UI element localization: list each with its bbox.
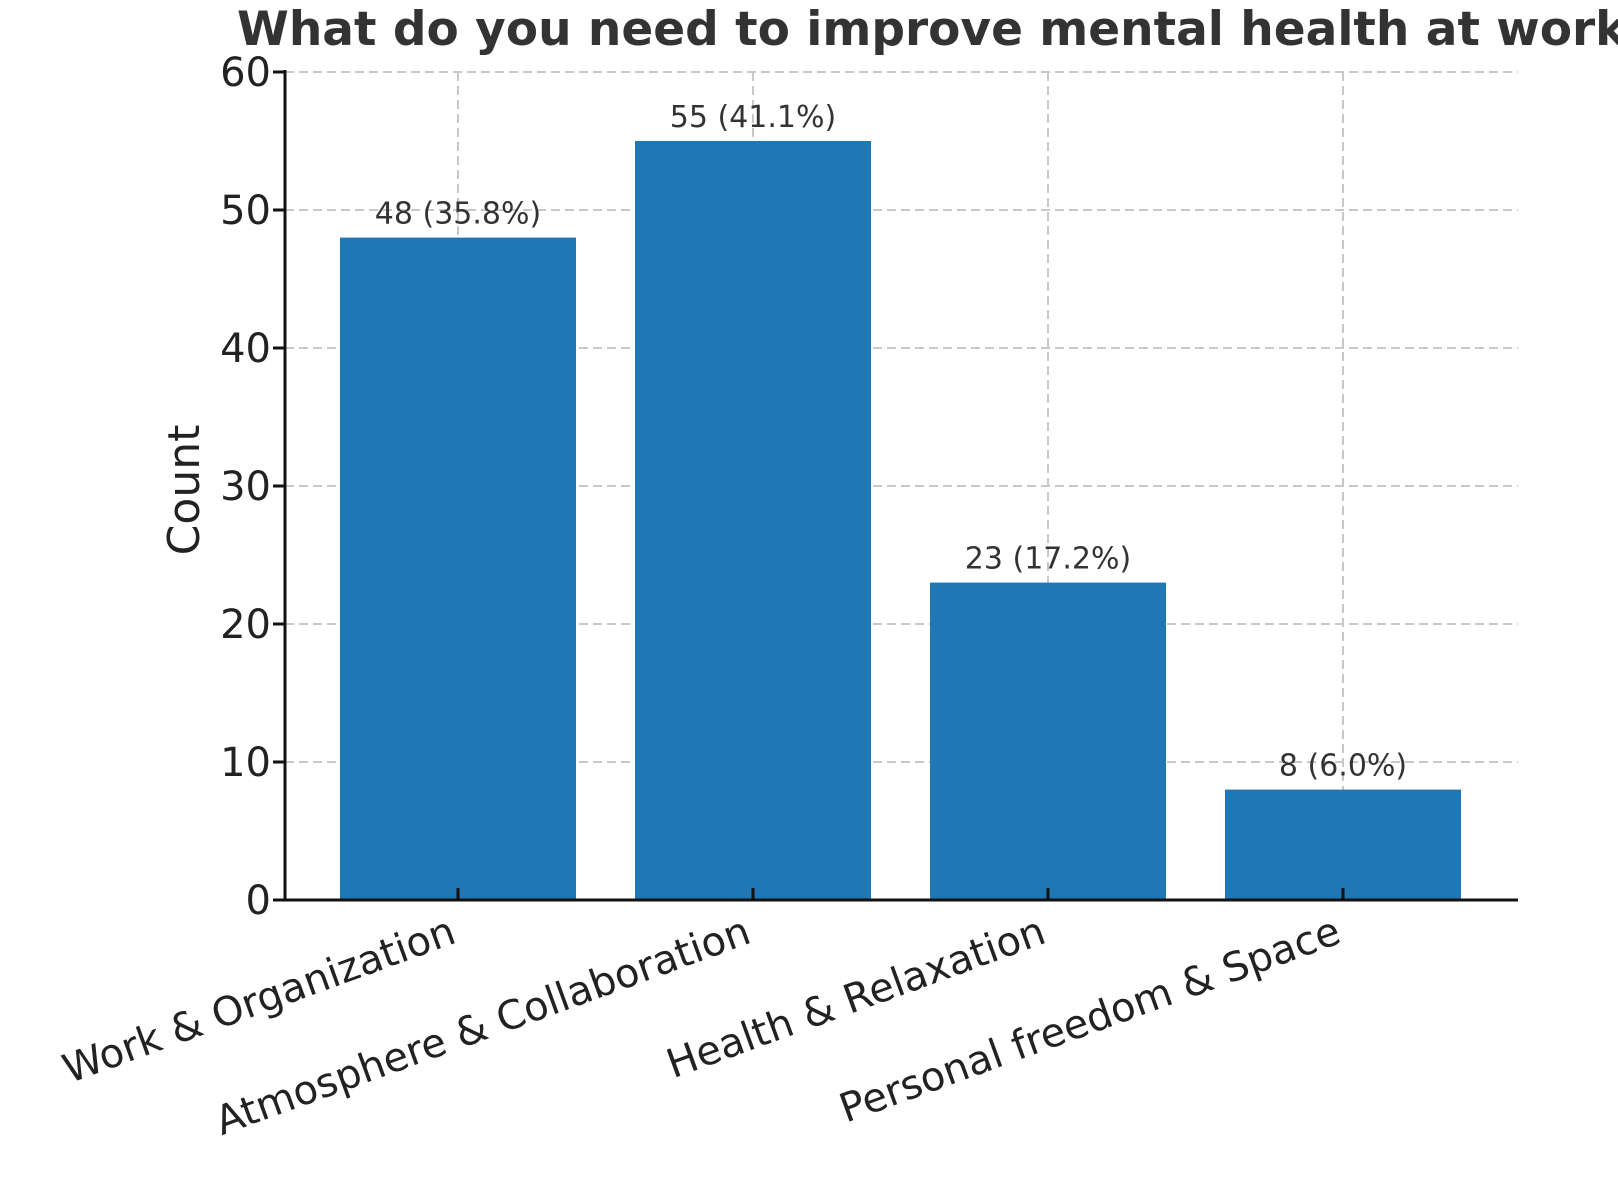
y-tick-label: 60 (220, 50, 271, 96)
y-tick-label: 20 (220, 602, 271, 648)
bar (635, 141, 871, 900)
y-tick-label: 30 (220, 464, 271, 510)
y-tick-label: 50 (220, 188, 271, 234)
chart-title: What do you need to improve mental healt… (237, 2, 1618, 57)
x-tick-label: Atmosphere & Collaboration (209, 908, 756, 1145)
bar (340, 237, 576, 901)
y-tick-label: 0 (246, 878, 271, 924)
bar (930, 582, 1166, 900)
y-axis-label: Count (159, 425, 210, 556)
data-label: 55 (41.1%) (670, 100, 836, 135)
data-label: 8 (6.0%) (1279, 749, 1407, 784)
bars: 48 (35.8%) 55 (41.1%) 23 (17.2%) 8 (6.0%) (340, 100, 1461, 901)
y-tick-label: 10 (220, 740, 271, 786)
bar (1225, 789, 1461, 900)
data-label: 23 (17.2%) (965, 542, 1131, 577)
x-tick-label: Personal freedom & Space (834, 908, 1347, 1132)
y-tick-label: 40 (220, 326, 271, 372)
data-label: 48 (35.8%) (375, 197, 541, 232)
